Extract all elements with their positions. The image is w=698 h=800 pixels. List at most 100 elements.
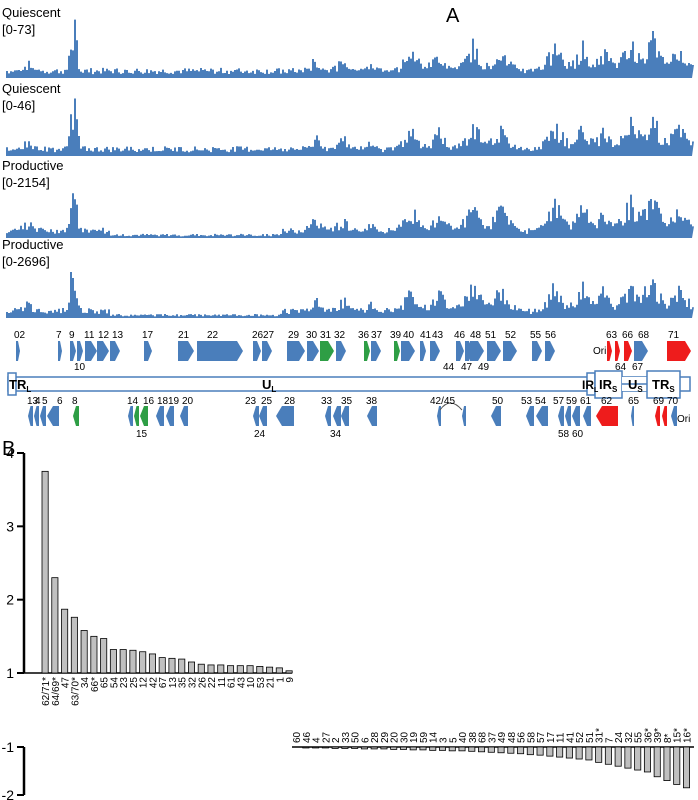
x-label-down-16: 5 <box>448 737 459 743</box>
gene-label-top-30: 71 <box>668 330 680 341</box>
gene-label-top-28: 66 <box>622 330 634 341</box>
bar-up-12 <box>158 657 166 674</box>
x-label-down-24: 58 <box>526 731 537 743</box>
gene-arrow-b13 <box>276 406 294 426</box>
gene-label-top-4: 12 <box>98 330 110 341</box>
bar-down-14 <box>429 746 437 751</box>
gene-arrow-b21 <box>526 406 534 426</box>
x-label-down-38: 8* <box>663 733 674 743</box>
coverage-track-4 <box>6 272 694 318</box>
y-tick-label-0: 4 <box>6 445 14 461</box>
y-tick-label-3: 1 <box>6 665 14 681</box>
gene-arrow-b7 <box>140 406 148 426</box>
x-label-up-1: 64/69* <box>51 677 62 706</box>
track-4-label: Productive <box>2 237 63 252</box>
gene-label-bottom-20: 57 <box>553 396 565 407</box>
region-irs: IRS <box>599 377 618 394</box>
gene-sublabel-top-5: 67 <box>632 362 644 373</box>
gene-arrow-b20 <box>491 406 501 426</box>
gene-sublabel-bottom-2: 34 <box>330 429 342 440</box>
gene-arrow-t33 <box>667 341 691 361</box>
gene-arrow-b28 <box>631 406 634 426</box>
gene-label-top-19: 41 <box>420 330 432 341</box>
gene-label-bottom-11: 25 <box>261 396 273 407</box>
bar-down-37 <box>653 746 661 778</box>
gene-arrow-t7 <box>144 341 152 361</box>
gene-arrow-t10 <box>253 341 261 361</box>
region-irl: IRL <box>582 378 599 394</box>
x-label-down-40: 16* <box>683 728 694 743</box>
gene-arrow-t14 <box>320 341 334 361</box>
gene-label-bottom-0: 13 <box>27 396 39 407</box>
gene-arrow-t27 <box>532 341 542 361</box>
x-label-down-31: 31* <box>595 728 606 743</box>
x-label-up-13: 13 <box>168 677 179 689</box>
gene-label-top-23: 51 <box>485 330 497 341</box>
bar-down-25 <box>536 746 544 756</box>
ori-label-bottom: Ori <box>677 414 690 425</box>
gene-arrow-b3 <box>47 406 59 426</box>
bar-down-34 <box>624 746 632 769</box>
gene-label-bottom-10: 23 <box>245 396 257 407</box>
gene-label-bottom-24: 65 <box>628 396 640 407</box>
gene-arrow-b10 <box>180 406 188 426</box>
gene-arrow-b12 <box>259 406 267 426</box>
coverage-tracks <box>6 19 694 318</box>
gene-arrow-b29 <box>655 406 660 426</box>
bar-down-12 <box>409 746 417 751</box>
x-label-up-16: 26 <box>197 677 208 689</box>
track-2-label: Quiescent <box>2 81 61 96</box>
gene-label-top-21: 46 <box>454 330 466 341</box>
bar-down-7 <box>360 746 368 750</box>
gene-arrow-t30 <box>615 341 620 361</box>
x-label-down-5: 33 <box>341 731 352 743</box>
x-label-down-32: 7 <box>604 737 615 743</box>
x-label-down-1: 46 <box>302 731 313 743</box>
x-label-up-14: 35 <box>178 677 189 689</box>
x-label-down-35: 55 <box>634 731 645 743</box>
x-label-down-11: 30 <box>399 731 410 743</box>
x-label-up-2: 47 <box>61 677 72 689</box>
gene-label-bottom-25: 69 <box>653 396 665 407</box>
bar-up-25 <box>285 670 293 674</box>
bar-down-10 <box>390 746 398 750</box>
x-label-down-26: 17 <box>546 731 557 743</box>
track-4-range: [0-2696] <box>2 254 50 269</box>
bar-up-21 <box>246 665 254 674</box>
gene-sublabel-top-4: 64 <box>615 362 627 373</box>
gene-label-bottom-8: 19 <box>168 396 180 407</box>
bar-down-28 <box>565 746 573 759</box>
x-label-up-22: 53 <box>256 677 267 689</box>
bar-up-18 <box>217 664 225 674</box>
gene-arrow-t2 <box>70 341 76 361</box>
bar-up-5 <box>90 635 98 674</box>
gene-label-bottom-4: 8 <box>72 396 78 407</box>
bar-up-11 <box>148 653 156 674</box>
x-label-up-12: 67 <box>158 677 169 689</box>
bar-down-32 <box>604 746 612 765</box>
gene-arrow-b11 <box>253 406 259 426</box>
x-label-down-39: 15* <box>673 728 684 743</box>
bar-down-35 <box>634 746 642 771</box>
bar-up-0 <box>41 470 49 674</box>
gene-label-bottom-23: 62 <box>601 396 613 407</box>
gene-label-bottom-19: 54 <box>535 396 547 407</box>
coverage-track-3 <box>6 193 694 238</box>
gene-arrow-b22 <box>536 406 548 426</box>
x-label-down-9: 29 <box>380 731 391 743</box>
gene-arrow-b19 <box>462 406 466 426</box>
gene-arrow-t26 <box>503 341 517 361</box>
x-label-down-36: 36* <box>643 728 654 743</box>
ori-label-top: Ori <box>593 346 606 357</box>
bar-down-1 <box>302 746 310 749</box>
gene-arrow-t4 <box>85 341 97 361</box>
region-trs: TRS <box>652 377 675 394</box>
gene-label-bottom-16: 42/45 <box>430 396 455 407</box>
bar-down-3 <box>321 746 329 749</box>
bar-down-6 <box>351 746 359 749</box>
gene-arrow-b4 <box>73 406 79 426</box>
genome-map: TRL UL IRL IRS US TRS 02 7 9 11 12 13 17 21 22 26… <box>7 330 691 440</box>
gene-label-top-12: 30 <box>306 330 318 341</box>
x-label-up-19: 61 <box>227 677 238 689</box>
gene-label-bottom-17: 50 <box>492 396 504 407</box>
